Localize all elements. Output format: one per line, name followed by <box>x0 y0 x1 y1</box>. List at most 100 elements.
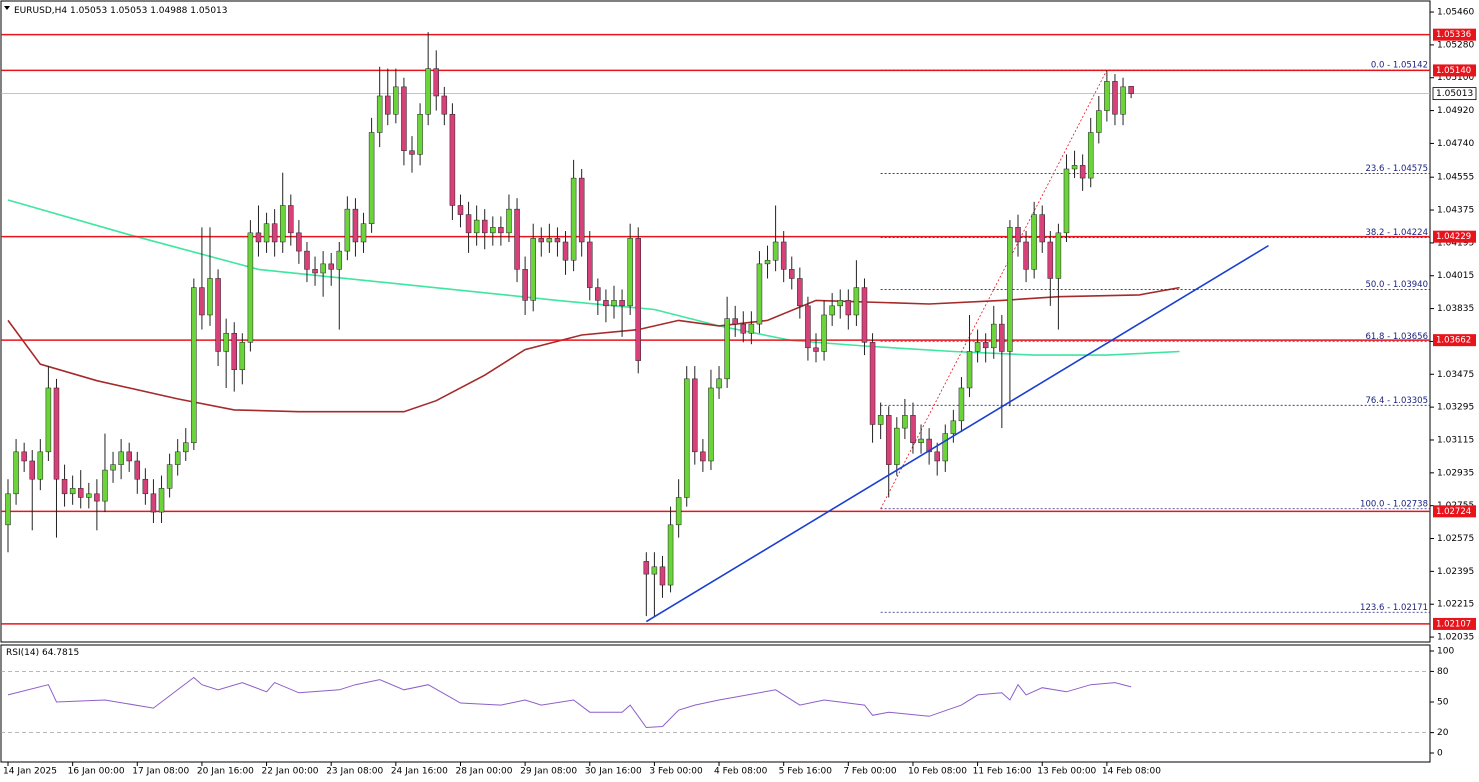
candle-body <box>336 250 343 270</box>
x-tick-label: 7 Feb 00:00 <box>843 767 897 777</box>
candle-body <box>239 342 246 370</box>
candle-body <box>829 305 835 316</box>
candle-body <box>562 241 569 261</box>
rsi-name: RSI(14) <box>6 648 39 658</box>
candle-body <box>1031 214 1037 270</box>
candle-body <box>13 451 19 495</box>
candle-body <box>918 438 924 443</box>
fib-label: 76.4 - 1.03305 <box>1365 396 1428 406</box>
candle-body <box>199 287 205 316</box>
candle-body <box>659 566 666 586</box>
candle-body <box>142 478 149 495</box>
candle-body <box>352 208 359 243</box>
candle-body <box>950 420 957 434</box>
candle-body <box>255 232 262 243</box>
y-tick-label: 1.03295 <box>1437 403 1474 413</box>
candle-body <box>490 227 496 234</box>
rsi-tick-label: 0 <box>1437 749 1443 759</box>
candle-body <box>449 113 456 206</box>
candle-body <box>134 460 141 480</box>
x-tick-label: 20 Jan 16:00 <box>197 767 254 777</box>
candle-body <box>344 208 351 252</box>
x-tick-label: 24 Jan 16:00 <box>391 767 448 777</box>
candle-body <box>845 300 852 316</box>
candle-body <box>578 177 585 243</box>
candle-body <box>1128 86 1134 94</box>
candle-body <box>926 438 932 453</box>
y-tick-label: 1.03115 <box>1437 435 1474 445</box>
candle-body <box>1112 81 1118 115</box>
candle-body <box>5 493 11 526</box>
candle-body <box>627 238 633 307</box>
candle-body <box>263 223 270 243</box>
candle-body <box>457 205 464 215</box>
candle-body <box>417 113 423 155</box>
rsi-tick-label: 80 <box>1437 667 1449 677</box>
low: 1.04988 <box>150 6 187 16</box>
candle-body <box>780 241 787 270</box>
candle-body <box>247 232 254 343</box>
current-price-tag <box>1432 87 1477 101</box>
candle-body <box>61 478 68 495</box>
candle-body <box>1055 232 1062 279</box>
candle-body <box>433 68 439 97</box>
candle-body <box>1087 132 1094 179</box>
candle-body <box>498 227 504 234</box>
candle-body <box>683 378 690 498</box>
candle-body <box>1063 168 1070 234</box>
candle-body <box>732 318 738 325</box>
price-tag <box>1433 28 1476 41</box>
y-tick-label: 1.03475 <box>1437 370 1474 380</box>
candle-body <box>37 451 44 480</box>
candle-body <box>651 566 658 575</box>
candle-body <box>789 269 795 279</box>
candle-body <box>376 95 383 133</box>
y-tick-label: 1.02935 <box>1437 468 1474 478</box>
price-tag-label: 1.02724 <box>1436 507 1471 517</box>
trendline <box>645 244 1269 623</box>
candle-body <box>974 342 981 352</box>
y-tick-label: 1.02035 <box>1437 633 1474 643</box>
candle-body <box>368 132 375 224</box>
x-tick-label: 29 Jan 08:00 <box>520 767 577 777</box>
candle-body <box>312 269 318 274</box>
candle-body <box>514 208 520 270</box>
x-tick-label: 23 Jan 08:00 <box>326 767 383 777</box>
candle-body <box>999 323 1005 352</box>
candle-body <box>942 433 949 462</box>
candle-body <box>102 469 108 502</box>
y-tick-label: 1.03835 <box>1437 304 1474 314</box>
x-tick-label: 4 Feb 08:00 <box>714 767 768 777</box>
x-tick-label: 14 Jan 2025 <box>3 767 57 777</box>
y-tick-label: 1.05100 <box>1437 73 1474 83</box>
price-tag <box>1433 64 1476 77</box>
candle-body <box>611 300 617 307</box>
candle-body <box>1039 214 1045 243</box>
candle-body <box>183 442 189 453</box>
y-tick-label: 1.05280 <box>1437 40 1474 50</box>
candle-body <box>401 86 407 151</box>
candle-body <box>667 524 674 586</box>
candle-body <box>53 387 60 480</box>
candle-body <box>885 415 892 465</box>
price-tag-label: 1.05140 <box>1436 66 1471 76</box>
price-tag <box>1433 505 1476 518</box>
candle-body <box>304 250 310 270</box>
x-tick-label: 28 Jan 00:00 <box>455 767 512 777</box>
rsi-value: 64.7815 <box>42 648 79 658</box>
candle-body <box>619 300 625 307</box>
candle-body <box>635 238 641 361</box>
rsi-panel <box>0 644 1431 763</box>
candle-body <box>1120 86 1126 115</box>
candle-body <box>603 300 609 307</box>
candle-body <box>1007 227 1013 352</box>
candle-body <box>1096 110 1102 133</box>
candle-body <box>902 415 908 429</box>
y-tick-label: 1.02395 <box>1437 567 1474 577</box>
candle-body <box>910 415 916 443</box>
candle-body <box>77 488 84 498</box>
candle-body <box>279 205 286 243</box>
x-tick-label: 22 Jan 00:00 <box>262 767 319 777</box>
x-tick-label: 10 Feb 08:00 <box>908 767 967 777</box>
